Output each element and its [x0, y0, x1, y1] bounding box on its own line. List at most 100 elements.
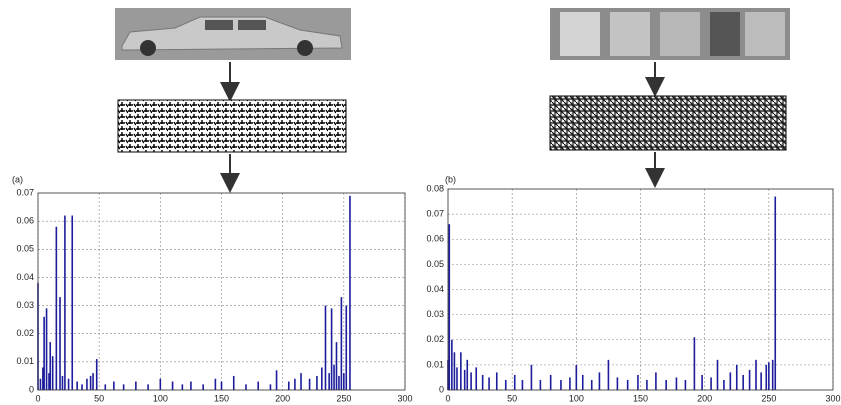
bar: [729, 372, 732, 390]
bar: [49, 342, 52, 390]
bar: [513, 374, 516, 390]
bar: [333, 364, 335, 390]
bar: [530, 364, 533, 390]
bar: [481, 374, 484, 390]
y-tick-label: 0.07: [16, 187, 34, 197]
bar: [771, 359, 774, 390]
edge-image: [117, 99, 347, 153]
bar: [560, 379, 562, 390]
y-tick-label: 0: [29, 384, 34, 394]
y-tick-label: 0.02: [16, 328, 34, 338]
x-tick-label: 150: [214, 393, 229, 403]
y-tick-label: 0.07: [426, 209, 444, 219]
bar: [349, 195, 351, 390]
bar: [214, 378, 217, 390]
y-tick-label: 0.06: [16, 216, 34, 226]
bar: [202, 384, 204, 390]
bar: [330, 308, 333, 390]
bar: [76, 381, 78, 390]
bar: [607, 359, 610, 390]
plot-frame: [447, 188, 834, 391]
bar: [190, 381, 192, 390]
edge-image: [549, 95, 787, 151]
bar: [269, 384, 272, 390]
y-tick-label: 0.08: [426, 183, 444, 193]
y-tick-label: 0.05: [426, 259, 444, 269]
bar: [104, 384, 107, 390]
bar: [122, 384, 125, 390]
bar: [768, 362, 770, 390]
y-tick-label: 0: [439, 384, 444, 394]
bar: [232, 375, 235, 390]
bar: [338, 375, 340, 390]
bar: [742, 374, 744, 390]
x-tick-label: 0: [35, 393, 40, 403]
bar: [92, 373, 94, 390]
x-tick-label: 150: [633, 393, 648, 403]
bar: [521, 379, 524, 390]
bar: [684, 379, 687, 390]
bar: [735, 364, 738, 390]
bar: [463, 369, 466, 390]
bar: [466, 359, 469, 390]
bar: [343, 373, 345, 390]
bar: [43, 316, 45, 390]
bar: [646, 379, 648, 390]
bar: [89, 375, 92, 390]
bar: [590, 379, 593, 390]
x-tick-label: 50: [507, 393, 517, 403]
bar: [48, 373, 50, 390]
plot-frame: [37, 192, 406, 391]
x-tick-label: 200: [697, 393, 712, 403]
x-tick-label: 300: [397, 393, 412, 403]
bar: [147, 384, 149, 390]
bar: [693, 337, 696, 390]
bar: [324, 305, 327, 390]
bar: [45, 308, 48, 390]
bar: [321, 367, 323, 390]
bar: [81, 384, 83, 390]
bar: [495, 372, 498, 390]
bar: [39, 378, 42, 390]
car-image: [115, 8, 351, 60]
bar: [470, 372, 472, 390]
y-tick-label: 0.05: [16, 244, 34, 254]
bar: [67, 378, 70, 390]
bar: [626, 379, 629, 390]
bar: [61, 375, 64, 390]
bar: [275, 370, 278, 390]
bar: [716, 359, 719, 390]
y-tick-label: 0.02: [426, 334, 444, 344]
charts: (a) 0 0.01 0.02 0.03 0.04 0.05 0.06 0.07 0 50 100 15…: [12, 174, 841, 403]
bar: [300, 373, 302, 390]
bar: [55, 226, 58, 390]
texture-image: [550, 8, 790, 60]
x-tick-label: 100: [569, 393, 584, 403]
bar: [665, 379, 667, 390]
bar: [453, 352, 456, 390]
bar: [294, 378, 296, 390]
bar: [451, 339, 453, 390]
bar: [328, 373, 330, 390]
y-tick-label: 0.06: [426, 234, 444, 244]
bar: [710, 377, 712, 390]
bar: [220, 381, 223, 390]
bar: [723, 379, 725, 390]
bar: [257, 381, 259, 390]
bar: [345, 305, 348, 390]
x-tick-label: 200: [275, 393, 290, 403]
bar: [569, 377, 571, 390]
bar: [539, 379, 542, 390]
y-tick-label: 0.03: [16, 300, 34, 310]
bar: [675, 377, 678, 390]
bar: [95, 359, 98, 390]
bar: [159, 378, 162, 390]
x-tick-label: 300: [825, 393, 840, 403]
x-tick-label: 250: [336, 393, 351, 403]
bar: [335, 342, 338, 390]
bar: [475, 367, 478, 390]
y-tick-label: 0.01: [16, 356, 34, 366]
bar: [504, 379, 507, 390]
bar: [308, 378, 311, 390]
